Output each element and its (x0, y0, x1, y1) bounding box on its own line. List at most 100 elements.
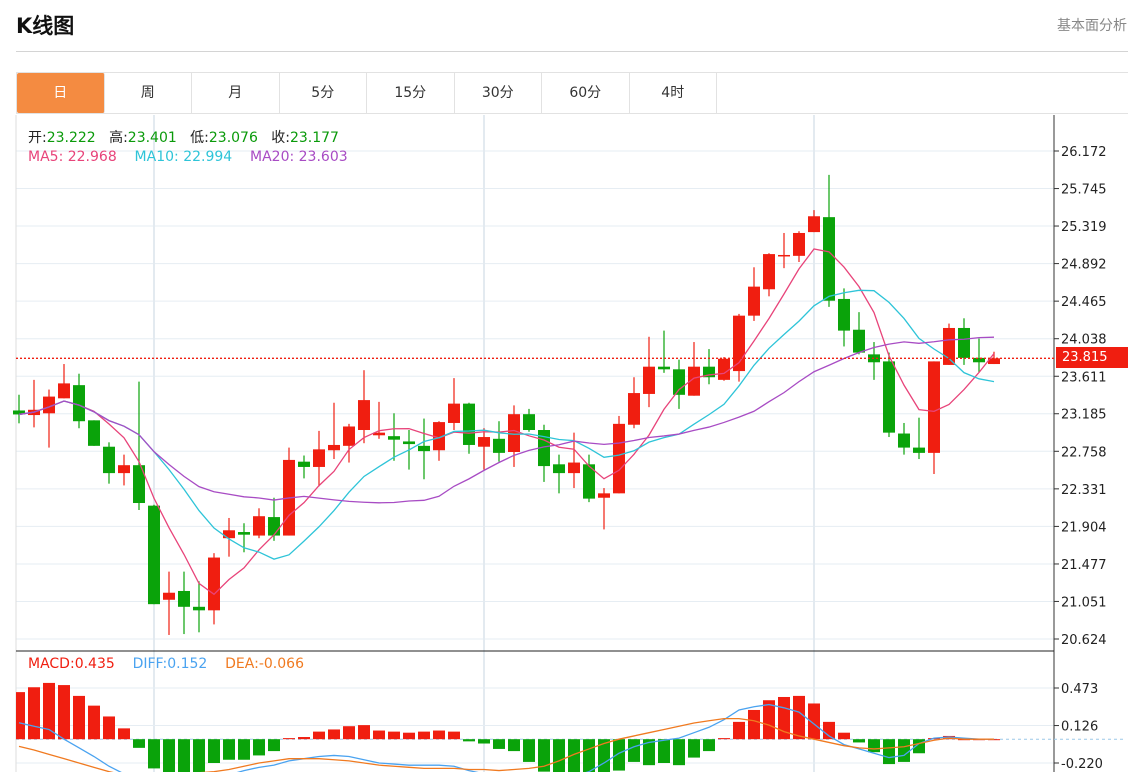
tab-15min[interactable]: 15分 (367, 73, 455, 113)
candle-up (43, 396, 55, 414)
macd-bar (508, 739, 520, 752)
macd-bar (343, 726, 355, 740)
candle-down (583, 464, 595, 499)
fundamental-analysis-link[interactable]: 基本面分析 (1057, 18, 1127, 34)
tab-day[interactable]: 日 (17, 73, 105, 113)
price-tick-label: 24.892 (1061, 258, 1107, 273)
candle-down (133, 465, 145, 504)
ma20-label: MA20: (250, 149, 299, 165)
macd-legend: MACD:0.435 DIFF:0.152 DEA:-0.066 (28, 656, 304, 672)
candle-down (463, 403, 475, 445)
candle-down (88, 420, 100, 446)
macd-bar (58, 685, 70, 740)
candle-down (838, 298, 850, 331)
ma10-label: MA10: (134, 149, 184, 165)
candle-up (478, 437, 490, 447)
macd-bar (568, 739, 580, 772)
macd-bar (298, 737, 310, 740)
candle-down (268, 517, 280, 536)
ma20-value: 23.603 (298, 149, 348, 165)
candle-up (943, 327, 955, 365)
price-tick-label: 25.745 (1061, 183, 1107, 198)
macd-bar (28, 687, 40, 740)
dea-line (18, 717, 994, 772)
header-divider (16, 51, 1128, 52)
candle-down (553, 464, 565, 474)
price-tick-label: 20.624 (1061, 633, 1107, 648)
candle-up (223, 530, 235, 539)
macd-bar (313, 731, 325, 740)
macd-tick-label: 0.126 (1061, 720, 1098, 735)
macd-bar (193, 739, 205, 772)
candle-up (163, 592, 175, 600)
macd-bar (763, 700, 775, 740)
macd-bar (163, 739, 175, 772)
tab-month[interactable]: 月 (192, 73, 280, 113)
candle-up (118, 465, 130, 474)
current-price-tag: 23.815 (1056, 347, 1128, 368)
candle-down (703, 366, 715, 378)
macd-bar (583, 739, 595, 772)
ma10-value: 22.994 (183, 149, 233, 165)
macd-bar (823, 721, 835, 740)
macd-bar (838, 732, 850, 740)
price-tick-label: 24.465 (1061, 295, 1107, 310)
macd-bar (148, 739, 160, 769)
macd-bar (658, 739, 670, 763)
ma5-label: MA5: (28, 149, 68, 165)
macd-bar (478, 739, 490, 744)
candle-up (763, 254, 775, 290)
candle-up (793, 232, 805, 256)
candle-down (238, 532, 250, 535)
candle-down (973, 357, 985, 363)
macd-bar (628, 739, 640, 762)
macd-bar (433, 730, 445, 740)
candle-up (688, 366, 700, 396)
open-label: 开: (28, 130, 47, 146)
candle-down (493, 438, 505, 453)
tab-4hour[interactable]: 4时 (630, 73, 717, 113)
candle-up (313, 449, 325, 467)
macd-bar (553, 739, 565, 772)
macd-bar (733, 721, 745, 740)
candle-down (403, 441, 415, 445)
tab-60min[interactable]: 60分 (542, 73, 630, 113)
macd-bar (208, 739, 220, 763)
macd-bar (253, 739, 265, 756)
macd-bar (328, 729, 340, 740)
tab-5min[interactable]: 5分 (280, 73, 367, 113)
candle-up (58, 383, 70, 399)
close-label: 收: (271, 130, 290, 146)
ma5-line (18, 248, 995, 596)
macd-bar (358, 725, 370, 740)
tab-30min[interactable]: 30分 (455, 73, 542, 113)
macd-bar (883, 739, 895, 765)
diff-label: DIFF: (132, 656, 168, 672)
candle-up (988, 358, 1000, 365)
candle-down (898, 433, 910, 448)
price-tick-label: 24.038 (1061, 333, 1107, 348)
macd-tick-label: -0.220 (1061, 757, 1103, 772)
close-value: 23.177 (289, 130, 339, 146)
diff-value: 0.152 (167, 656, 208, 672)
candle-down (658, 366, 670, 370)
candle-down (958, 327, 970, 358)
ma20-line (18, 336, 995, 504)
diff-line (18, 703, 994, 772)
low-label: 低: (190, 130, 209, 146)
macd-bar (238, 739, 250, 760)
tab-week[interactable]: 周 (105, 73, 192, 113)
macd-bar (43, 682, 55, 740)
macd-bar (898, 739, 910, 762)
price-tick-label: 21.904 (1061, 520, 1107, 535)
ma-legend: MA5: 22.968 MA10: 22.994 MA20: 23.603 (28, 149, 348, 165)
candle-up (643, 366, 655, 394)
dea-value: -0.066 (258, 656, 304, 672)
macd-bar (418, 731, 430, 740)
candle-down (148, 505, 160, 605)
macd-bar (748, 709, 760, 740)
macd-bar (673, 739, 685, 766)
macd-bar (448, 731, 460, 740)
macd-bar (643, 739, 655, 766)
